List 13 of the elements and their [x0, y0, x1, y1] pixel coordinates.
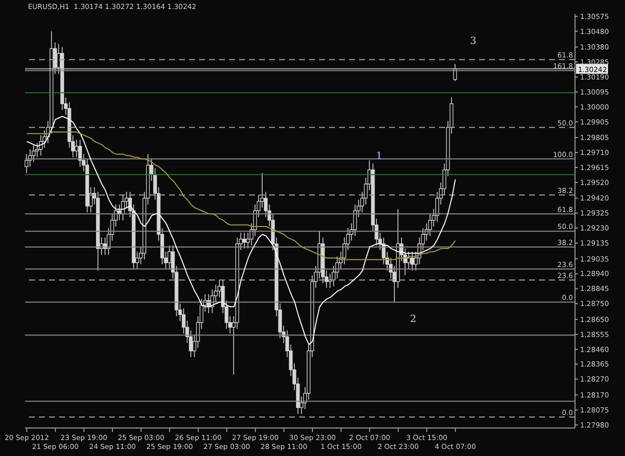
- candlestick: [78, 140, 82, 168]
- annotation: 1: [376, 151, 382, 162]
- candlestick: [406, 251, 410, 270]
- candlestick: [121, 194, 125, 221]
- annotation: 2: [410, 314, 416, 325]
- candlestick: [24, 154, 28, 174]
- candlestick: [410, 251, 414, 271]
- candlestick: [74, 140, 78, 158]
- candlestick: [32, 144, 36, 162]
- candlestick: [168, 245, 172, 270]
- candlestick: [453, 64, 457, 82]
- line-series: [26, 116, 456, 346]
- annotation: 3: [470, 36, 476, 47]
